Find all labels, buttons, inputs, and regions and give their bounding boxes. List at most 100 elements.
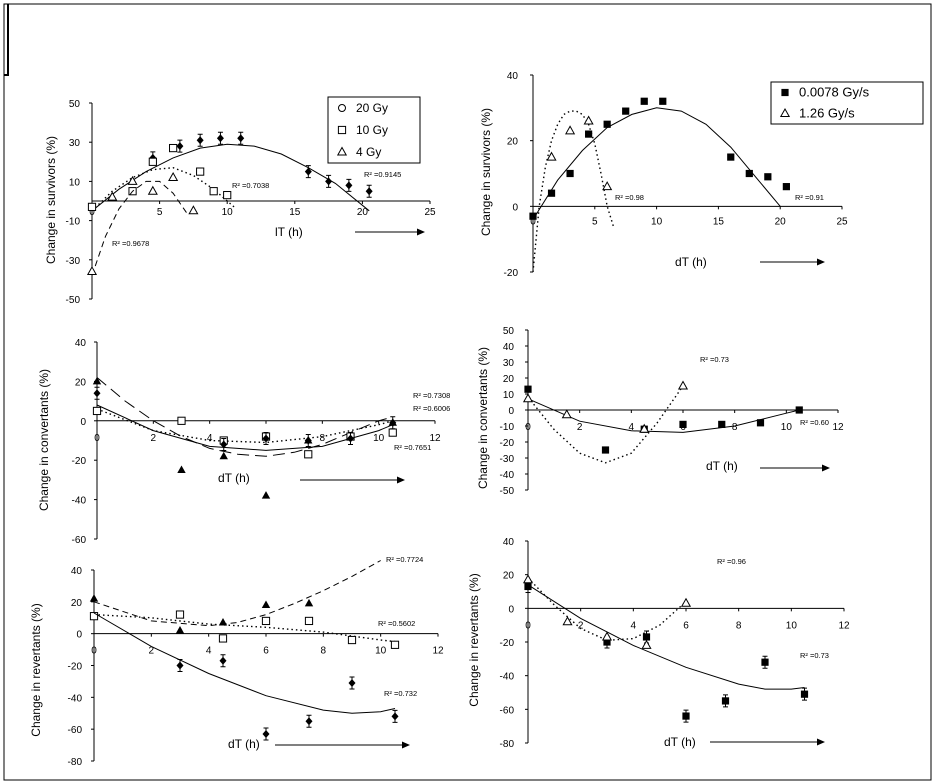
legend-marker (779, 107, 791, 117)
series-0 (524, 385, 803, 454)
x-arrow-head (817, 738, 825, 746)
y-tick-label: 10 (503, 390, 515, 401)
x-tick-label: 6 (263, 646, 269, 657)
data-point (89, 612, 99, 621)
x-tick-label: 10 (222, 207, 234, 218)
data-point (782, 183, 790, 191)
data-point (601, 631, 613, 641)
data-point (522, 574, 534, 584)
y-tick-label: -80 (500, 739, 515, 750)
x-tick-label: 8 (321, 646, 327, 657)
data-point (261, 600, 271, 609)
x-tick-label: 20 (357, 207, 369, 218)
data-point (622, 107, 630, 115)
fit-curve (96, 377, 393, 457)
figure-border (3, 3, 932, 781)
x-axis-label: dT (h) (228, 737, 260, 751)
fit-curve (91, 143, 370, 212)
y-tick-label: 40 (503, 342, 515, 353)
data-point (561, 409, 572, 419)
y-tick-label: 30 (503, 358, 515, 369)
legend-marker (781, 88, 789, 97)
data-point-errorbar (306, 714, 312, 728)
fit-curve (527, 398, 800, 433)
data-point (547, 189, 556, 197)
data-point-errorbar (326, 174, 332, 188)
data-point (188, 205, 199, 215)
data-point (218, 634, 228, 643)
y-tick-label: 40 (503, 537, 515, 548)
legend: 20 Gy 10 Gy 4 Gy (327, 96, 421, 164)
data-point (107, 191, 118, 201)
series-1 (522, 574, 692, 649)
fit-curve (96, 408, 393, 444)
data-point (602, 181, 613, 191)
y-tick-label: -60 (68, 725, 83, 736)
series-1 (522, 380, 689, 464)
data-point (89, 594, 99, 602)
series-0 (524, 579, 809, 723)
data-point (585, 130, 593, 138)
y-tick-label: 20 (503, 374, 515, 385)
y-axis-label: Change in revertants (%) (467, 573, 481, 706)
y-tick-label: -20 (68, 662, 83, 673)
r-squared-label: R² =0.9145 (364, 170, 401, 179)
data-point-errorbar (802, 687, 807, 701)
r-squared-label: R² =0.6006 (413, 404, 450, 413)
y-tick-label: -20 (504, 268, 519, 279)
x-arrow-head (817, 258, 825, 266)
x-tick-label: 12 (832, 422, 844, 433)
r-squared-label: R² =0.7724 (386, 555, 423, 564)
r-squared-label: R² =0.91 (795, 193, 824, 202)
data-point (546, 151, 557, 161)
x-tick-label: 10 (375, 646, 387, 657)
x-axis-label: dT (h) (664, 735, 696, 749)
x-arrow-head (397, 476, 405, 484)
y-axis-label: Change in convertants (%) (476, 347, 490, 489)
x-arrow-head (417, 228, 425, 236)
data-point (583, 115, 594, 125)
data-point (562, 616, 573, 626)
series-2 (86, 171, 199, 276)
data-point (566, 169, 574, 178)
y-tick-label: 20 (75, 377, 87, 388)
data-point-errorbar (217, 131, 223, 145)
series-2 (93, 612, 399, 741)
r-squared-label: R² =0.73 (800, 651, 829, 660)
data-point (601, 446, 610, 454)
y-tick-label: 50 (69, 99, 81, 110)
y-tick-label: -60 (500, 705, 515, 716)
legend-marker (336, 146, 348, 156)
data-point (223, 191, 232, 200)
y-axis-label: Change in survivors (%) (479, 108, 493, 236)
x-tick-label: 20 (775, 216, 787, 227)
x-tick-label: 0 (530, 216, 536, 227)
x-axis-label: lT (h) (275, 225, 303, 239)
data-point (196, 167, 205, 176)
data-point-errorbar (263, 727, 269, 741)
x-tick-label: 10 (786, 620, 798, 631)
fit-curve (532, 110, 614, 273)
y-tick-label: 40 (75, 338, 87, 349)
data-point (304, 598, 314, 607)
y-tick-label: -30 (66, 256, 81, 267)
y-tick-label: -40 (500, 672, 515, 683)
y-axis-label: Change in convertants (%) (37, 369, 51, 511)
data-point (679, 420, 687, 428)
data-point (169, 143, 178, 153)
x-tick-label: 25 (424, 207, 436, 218)
y-tick-label: -10 (500, 422, 515, 433)
x-tick-label: 0 (94, 433, 100, 444)
y-axis-label: Change in survivors (%) (44, 136, 58, 264)
x-tick-label: 12 (432, 646, 444, 657)
data-point (764, 173, 772, 181)
data-point (680, 597, 692, 607)
data-point (756, 419, 765, 427)
chart-p1: -50 -30 -10 10 30 50 0 5 10 15 20 25 Change in survi… (44, 96, 436, 306)
x-tick-label: 4 (207, 433, 213, 444)
y-tick-label: 0 (80, 417, 86, 428)
y-tick-label: -30 (500, 454, 515, 465)
fit-curve (532, 107, 781, 220)
data-point (261, 616, 271, 626)
